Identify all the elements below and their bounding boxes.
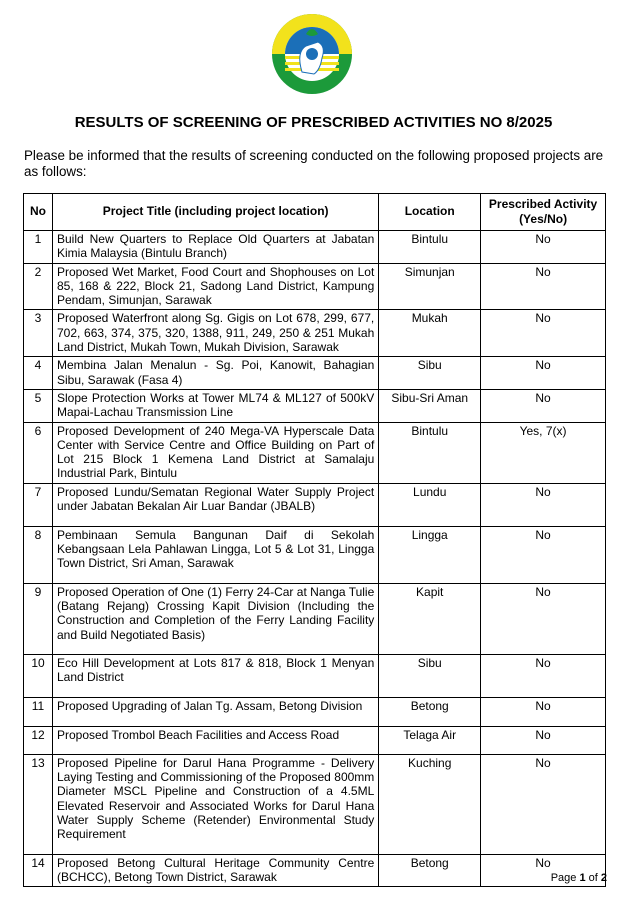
location: Lingga: [378, 525, 482, 584]
row-number: 6: [23, 421, 53, 484]
row-number: 5: [23, 388, 53, 423]
project-title: Proposed Waterfront along Sg. Gigis on L…: [51, 309, 380, 358]
location: Sibu: [378, 356, 482, 390]
row-number: 11: [23, 696, 53, 727]
project-title: Slope Protection Works at Tower ML74 & M…: [51, 388, 380, 423]
location: Betong: [378, 696, 482, 727]
project-title: Proposed Development of 240 Mega-VA Hype…: [51, 421, 380, 484]
header-no: No: [23, 193, 53, 231]
project-title: Proposed Lundu/Sematan Regional Water Su…: [51, 482, 380, 527]
current-page: 1: [579, 872, 586, 884]
table-row: 7 Proposed Lundu/Sematan Regional Water S…: [23, 482, 606, 527]
table-row: 14 Proposed Betong Cultural Heritage Comm…: [23, 853, 606, 888]
location: Simunjan: [378, 262, 482, 311]
page-of: of: [585, 872, 601, 884]
prescribed-activity: No: [480, 525, 606, 584]
prescribed-activity: No: [480, 309, 606, 358]
table-row: 13 Proposed Pipeline for Darul Hana Progr…: [23, 753, 606, 855]
prescribed-activity: No: [480, 262, 606, 311]
location: Sibu-Sri Aman: [378, 388, 482, 423]
prescribed-activity: No: [480, 230, 606, 264]
page-prefix: Page: [550, 872, 580, 884]
table-row: 10 Eco Hill Development at Lots 817 & 818…: [23, 653, 606, 698]
project-title: Pembinaan Semula Bangunan Daif di Sekola…: [51, 525, 380, 584]
row-number: 14: [23, 853, 53, 888]
table-row: 8 Pembinaan Semula Bangunan Daif di Sekol…: [23, 525, 606, 584]
table-header-row: No Project Title (including project loca…: [23, 193, 606, 231]
project-title: Membina Jalan Menalun - Sg. Poi, Kanowit…: [51, 356, 380, 390]
location: Betong: [378, 853, 482, 888]
prescribed-activity: No: [480, 482, 606, 527]
location: Kuching: [378, 753, 482, 855]
intro-text: Please be informed that the results of s…: [24, 148, 604, 179]
row-number: 3: [23, 309, 53, 358]
location: Mukah: [378, 309, 482, 358]
row-number: 13: [23, 753, 53, 855]
table-row: 1 Build New Quarters to Replace Old Quart…: [23, 230, 606, 264]
table-row: 9 Proposed Operation of One (1) Ferry 24-…: [23, 582, 606, 655]
location: Bintulu: [378, 421, 482, 484]
screening-results-table: No Project Title (including project loca…: [23, 193, 606, 888]
table-row: 2 Proposed Wet Market, Food Court and Sho…: [23, 262, 606, 311]
table-row: 12 Proposed Trombol Beach Facilities and …: [23, 725, 606, 755]
header-prescribed: Prescribed Activity (Yes/No): [480, 193, 606, 231]
table-row: 5 Slope Protection Works at Tower ML74 & …: [23, 388, 606, 423]
row-number: 12: [23, 725, 53, 755]
project-title: Eco Hill Development at Lots 817 & 818, …: [51, 653, 380, 698]
location: Lundu: [378, 482, 482, 527]
prescribed-activity: No: [480, 753, 606, 855]
prescribed-activity: No: [480, 356, 606, 390]
project-title: Proposed Betong Cultural Heritage Commun…: [51, 853, 380, 888]
location: Sibu: [378, 653, 482, 698]
location: Telaga Air: [378, 725, 482, 755]
project-title: Proposed Trombol Beach Facilities and Ac…: [51, 725, 380, 755]
project-title: Build New Quarters to Replace Old Quarte…: [51, 230, 380, 264]
prescribed-activity: No: [480, 696, 606, 727]
project-title: Proposed Pipeline for Darul Hana Program…: [51, 753, 380, 855]
prescribed-activity: No: [480, 853, 606, 888]
row-number: 1: [23, 230, 53, 264]
row-number: 9: [23, 582, 53, 655]
project-title: Proposed Upgrading of Jalan Tg. Assam, B…: [51, 696, 380, 727]
lembaga-logo: [272, 14, 352, 94]
table-row: 11 Proposed Upgrading of Jalan Tg. Assam,…: [23, 696, 606, 727]
page-title: RESULTS OF SCREENING OF PRESCRIBED ACTIV…: [74, 114, 553, 131]
table-row: 6 Proposed Development of 240 Mega-VA Hyp…: [23, 421, 606, 484]
row-number: 2: [23, 262, 53, 311]
table-row: 3 Proposed Waterfront along Sg. Gigis on …: [23, 309, 606, 358]
header-location: Location: [378, 193, 482, 231]
page-number: Page 1 of 2: [551, 872, 607, 884]
location: Kapit: [378, 582, 482, 655]
total-pages: 2: [600, 872, 607, 884]
table-row: 4 Membina Jalan Menalun - Sg. Poi, Kanowi…: [23, 356, 606, 390]
row-number: 4: [23, 356, 53, 390]
prescribed-activity: No: [480, 653, 606, 698]
prescribed-activity: No: [480, 725, 606, 755]
row-number: 7: [23, 482, 53, 527]
row-number: 10: [23, 653, 53, 698]
prescribed-activity: No: [480, 388, 606, 423]
project-title: Proposed Wet Market, Food Court and Shop…: [51, 262, 380, 311]
prescribed-activity: No: [480, 582, 606, 655]
header-project-title: Project Title (including project locatio…: [51, 193, 380, 231]
project-title: Proposed Operation of One (1) Ferry 24-C…: [51, 582, 380, 655]
prescribed-activity: Yes, 7(x): [480, 421, 606, 484]
location: Bintulu: [378, 230, 482, 264]
row-number: 8: [23, 525, 53, 584]
